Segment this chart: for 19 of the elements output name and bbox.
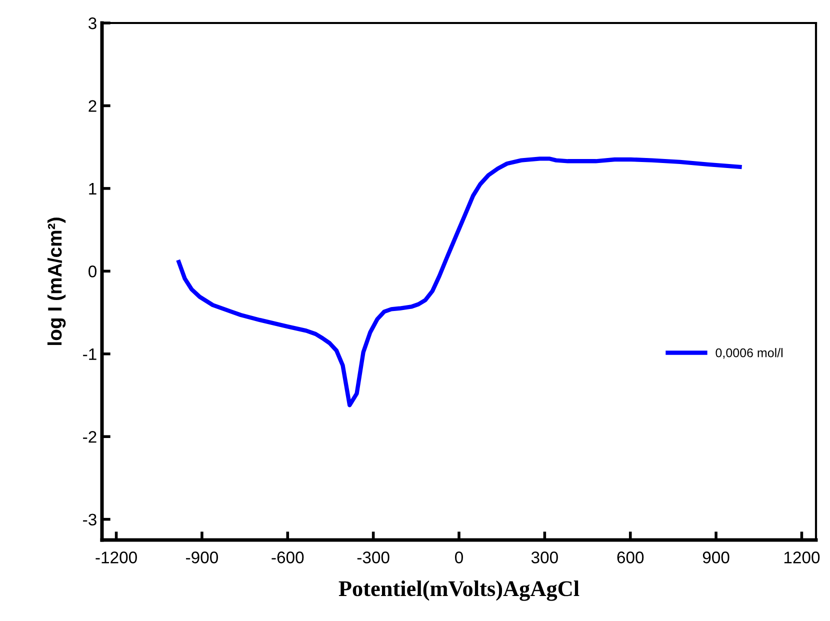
y-tick-label: -2 <box>83 431 96 443</box>
x-tick-label: -1200 <box>96 552 137 564</box>
x-tick-label: -300 <box>357 552 390 564</box>
y-tick-label: -3 <box>83 514 96 526</box>
y-tick-label: -1 <box>83 348 96 360</box>
y-tick-label: 3 <box>88 17 96 30</box>
x-tick-label: 300 <box>531 552 558 564</box>
y-tick-label: 1 <box>89 183 96 194</box>
x-tick-label: 1200 <box>784 552 820 564</box>
x-tick-label: 600 <box>617 552 644 564</box>
x-tick-label: -600 <box>272 552 304 564</box>
x-tick-label: -900 <box>186 552 218 564</box>
y-tick-label: 2 <box>88 100 96 112</box>
x-tick-label: 0 <box>455 552 463 564</box>
x-tick-label: 900 <box>702 552 730 564</box>
y-axis-title: log I (mA/cm²) <box>47 218 66 345</box>
x-axis-title: Potentiel(mVolts)AgAgCl <box>338 580 580 601</box>
legend-label: 0,0006 mol/l <box>716 348 782 359</box>
y-tick-label: 0 <box>88 266 96 278</box>
